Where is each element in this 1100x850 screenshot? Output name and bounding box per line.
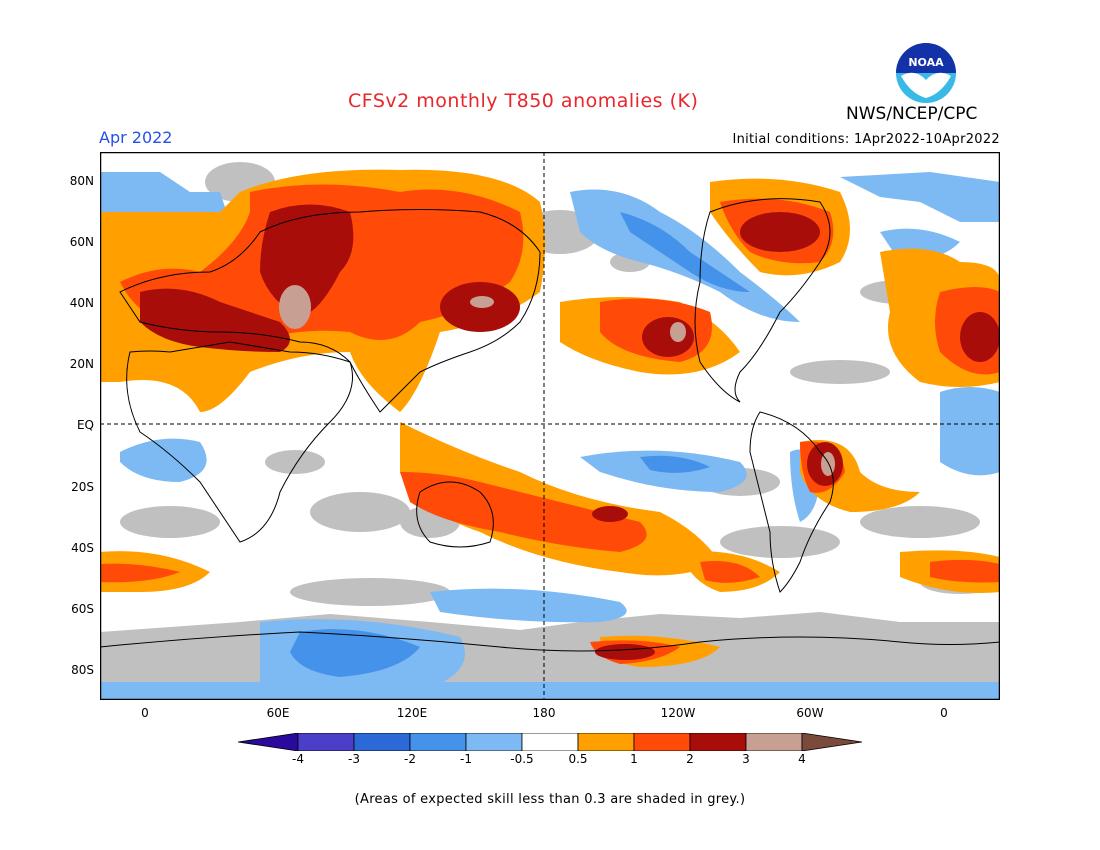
colorbar-label-7: 2 (686, 752, 694, 766)
noaa-logo: NOAA (896, 43, 956, 103)
org-label: NWS/NCEP/CPC (846, 104, 978, 124)
x-label-0: 0 (141, 706, 149, 720)
warm-anomaly-darkred (140, 204, 1000, 660)
noaa-logo-text: NOAA (908, 56, 944, 69)
y-label-40s: 40S (71, 541, 94, 555)
colorbar-label-3: -1 (460, 752, 472, 766)
anomaly-map (100, 152, 1000, 700)
x-label-0-right: 0 (940, 706, 948, 720)
y-label-40n: 40N (69, 296, 94, 310)
y-label-20s: 20S (71, 480, 94, 494)
colorbar-swatch-5 (521, 733, 579, 751)
y-label-20n: 20N (69, 357, 94, 371)
footnote: (Areas of expected skill less than 0.3 a… (354, 792, 746, 807)
colorbar-label-6: 1 (630, 752, 638, 766)
forecast-month: Apr 2022 (99, 128, 173, 147)
x-label-120e: 120E (396, 706, 428, 720)
y-label-60s: 60S (71, 602, 94, 616)
x-label-120w: 120W (660, 706, 696, 720)
initial-conditions: Initial conditions: 1Apr2022-10Apr2022 (732, 132, 1000, 147)
colorbar-swatch-7 (633, 733, 691, 751)
colorbar-label-0: -4 (292, 752, 304, 766)
colorbar-swatch-8 (689, 733, 747, 751)
colorbar-label-2: -2 (404, 752, 416, 766)
y-label-60n: 60N (69, 235, 94, 249)
chart-title: CFSv2 monthly T850 anomalies (K) (348, 90, 699, 112)
negative-anomaly-shading (100, 172, 1000, 700)
colorbar-swatch-2 (353, 733, 411, 751)
colorbar-swatch-4 (465, 733, 523, 751)
colorbar-swatch-6 (577, 733, 635, 751)
colorbar-label-8: 3 (742, 752, 750, 766)
y-label-eq: EQ (76, 418, 94, 432)
coastlines (100, 198, 1000, 652)
x-label-180: 180 (532, 706, 556, 720)
x-label-60e: 60E (266, 706, 290, 720)
colorbar-label-5: 0.5 (568, 752, 588, 766)
x-label-60w: 60W (796, 706, 824, 720)
colorbar-label-4: -0.5 (510, 752, 534, 766)
colorbar-swatch-9 (745, 733, 803, 751)
y-label-80n: 80N (69, 174, 94, 188)
colorbar-swatch-3 (409, 733, 467, 751)
colorbar-label-9: 4 (798, 752, 806, 766)
colorbar-label-1: -3 (348, 752, 360, 766)
colorbar (238, 733, 862, 751)
colorbar-swatch-1 (297, 733, 355, 751)
colorbar-swatch-0 (238, 733, 299, 751)
y-label-80s: 80S (71, 663, 94, 677)
colorbar-swatch-10 (801, 733, 862, 751)
